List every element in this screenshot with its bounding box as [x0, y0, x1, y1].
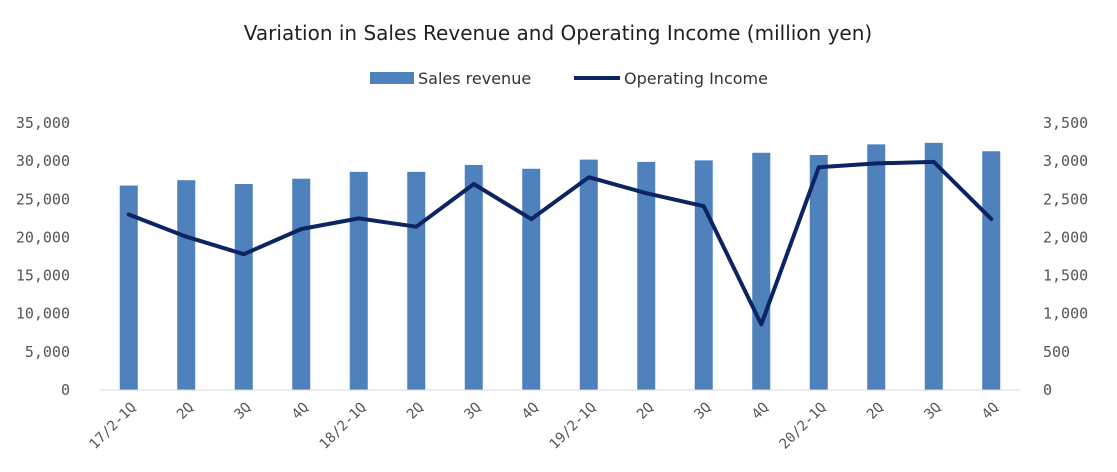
bar-sales-revenue: [752, 152, 771, 390]
bar-series: [119, 142, 1001, 390]
left-tick-label: 30,000: [16, 152, 70, 170]
right-tick-label: 3,500: [1043, 114, 1088, 132]
bar-sales-revenue: [579, 159, 598, 390]
bar-sales-revenue: [177, 180, 196, 390]
right-tick-label: 2,500: [1043, 190, 1088, 208]
legend-label-sales-revenue: Sales revenue: [418, 69, 531, 88]
x-tick-label: 3Q: [921, 400, 944, 423]
x-tick-label: 2Q: [634, 400, 657, 423]
x-tick-label: 2Q: [174, 400, 197, 423]
bar-sales-revenue: [924, 142, 943, 390]
line-series: [126, 159, 994, 327]
left-tick-label: 10,000: [16, 305, 70, 323]
right-tick-label: 3,000: [1043, 152, 1088, 170]
x-tick-label: 4Q: [519, 400, 542, 423]
left-tick-label: 0: [61, 381, 70, 399]
right-tick-label: 0: [1043, 381, 1052, 399]
x-tick-label: 19/2-1Q: [547, 400, 600, 453]
chart-title: Variation in Sales Revenue and Operating…: [244, 21, 872, 45]
legend-label-operating-income: Operating Income: [624, 69, 768, 88]
left-tick-label: 15,000: [16, 267, 70, 285]
right-tick-label: 2,000: [1043, 228, 1088, 246]
left-tick-label: 5,000: [25, 343, 70, 361]
x-axis: 17/2-1Q 2Q 3Q 4Q 18/2-1Q 2Q 3Q 4Q 19/2-1Q 2Q 3Q 4Q 2…: [87, 400, 1003, 453]
x-tick-label: 4Q: [979, 400, 1002, 423]
bar-sales-revenue: [407, 171, 426, 390]
legend-swatch-sales-revenue: [370, 72, 414, 84]
right-tick-label: 1,500: [1043, 267, 1088, 285]
bar-sales-revenue: [292, 178, 311, 390]
x-tick-label: 3Q: [231, 400, 254, 423]
x-tick-label: 4Q: [289, 400, 312, 423]
x-tick-label: 18/2-1Q: [317, 400, 370, 453]
left-tick-label: 25,000: [16, 190, 70, 208]
x-tick-label: 4Q: [749, 400, 772, 423]
left-axis: 0 5,000 10,000 15,000 20,000 25,000 30,000 35,0…: [16, 114, 70, 399]
bar-sales-revenue: [867, 144, 886, 390]
x-tick-label: 2Q: [404, 400, 427, 423]
bar-sales-revenue: [119, 185, 138, 390]
x-tick-label: 2Q: [864, 400, 887, 423]
bar-sales-revenue: [522, 168, 541, 390]
x-tick-label: 17/2-1Q: [87, 400, 140, 453]
bar-sales-revenue: [234, 184, 253, 390]
x-tick-label: 20/2-1Q: [777, 400, 830, 453]
right-axis: 0 500 1,000 1,500 2,000 2,500 3,000 3,500: [1043, 114, 1088, 399]
bar-sales-revenue: [637, 161, 656, 390]
line-operating-income: [126, 159, 994, 327]
x-tick-label: 3Q: [691, 400, 714, 423]
bar-sales-revenue: [464, 164, 483, 390]
right-tick-label: 500: [1043, 343, 1070, 361]
bar-sales-revenue: [349, 171, 368, 390]
bar-sales-revenue: [809, 155, 828, 390]
bar-sales-revenue: [694, 160, 713, 390]
bar-sales-revenue: [982, 151, 1001, 390]
left-tick-label: 35,000: [16, 114, 70, 132]
x-tick-label: 3Q: [461, 400, 484, 423]
left-tick-label: 20,000: [16, 228, 70, 246]
legend: Sales revenue Operating Income: [370, 69, 768, 88]
right-tick-label: 1,000: [1043, 305, 1088, 323]
